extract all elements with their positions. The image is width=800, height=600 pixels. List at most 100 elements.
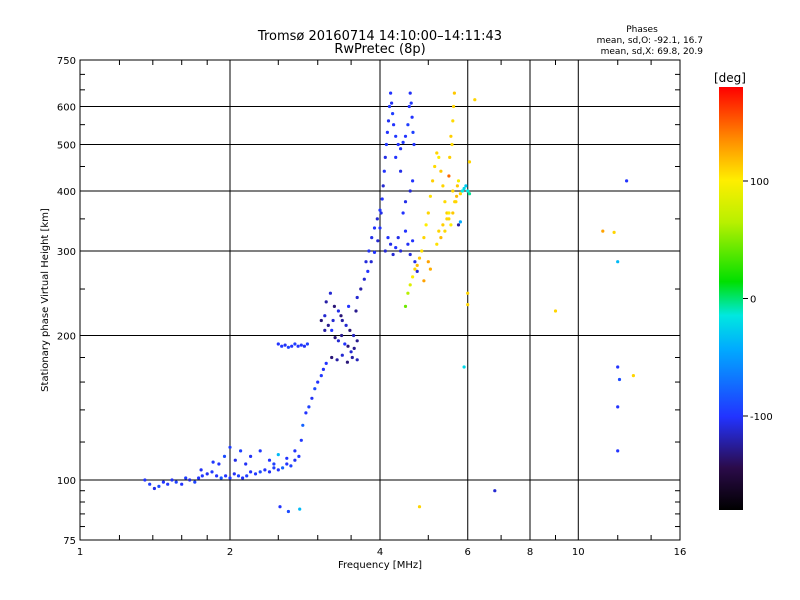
data-point <box>378 226 382 230</box>
data-point <box>394 155 398 159</box>
data-point <box>336 309 340 313</box>
data-point <box>437 155 441 159</box>
data-point <box>293 342 297 346</box>
data-point <box>428 194 432 198</box>
data-point <box>272 466 276 470</box>
data-point <box>449 134 453 138</box>
data-point <box>384 142 388 147</box>
y-tick-label: 600 <box>57 103 76 114</box>
data-point <box>417 256 422 260</box>
data-point <box>441 184 445 188</box>
data-point <box>355 339 359 343</box>
data-point <box>456 179 461 183</box>
data-point <box>406 242 410 246</box>
data-point <box>403 134 408 138</box>
data-point <box>392 123 396 127</box>
data-point <box>466 303 470 307</box>
data-point <box>452 104 456 109</box>
data-point <box>281 466 285 470</box>
y-tick-label: 400 <box>57 187 76 198</box>
data-point <box>217 462 221 466</box>
data-point <box>343 342 347 346</box>
data-point <box>394 246 398 250</box>
data-point <box>417 505 422 509</box>
data-point <box>267 458 272 462</box>
y-tick-label: 200 <box>57 332 76 343</box>
data-point <box>310 396 314 400</box>
data-point <box>298 507 302 511</box>
data-point <box>267 470 272 474</box>
data-point <box>403 304 408 308</box>
data-point <box>258 470 262 474</box>
x-axis-label: Frequency [MHz] <box>338 560 422 571</box>
data-point <box>244 462 248 466</box>
data-point <box>283 343 287 347</box>
data-point <box>302 344 306 348</box>
data-point <box>210 470 214 474</box>
grid-lines <box>80 60 680 540</box>
data-point <box>330 328 334 332</box>
data-point <box>431 179 435 183</box>
data-point <box>333 336 337 340</box>
data-point <box>352 333 356 338</box>
data-point <box>340 353 344 357</box>
colorbar-ticks: 100 0 -100 <box>743 177 773 423</box>
colorbar-tick-label: 100 <box>750 177 769 188</box>
data-point <box>379 211 383 215</box>
data-point <box>152 486 156 491</box>
y-axis-label: Stationary phase Virtual Height [km] <box>40 208 51 392</box>
data-point <box>411 275 415 279</box>
colorbar-gradient <box>719 87 743 510</box>
data-point <box>293 449 297 453</box>
data-point <box>455 194 459 198</box>
data-point <box>443 200 447 204</box>
data-point <box>422 279 426 283</box>
data-point <box>415 263 419 267</box>
data-point <box>493 489 497 493</box>
data-point <box>625 179 629 183</box>
data-point <box>161 480 165 484</box>
data-point <box>458 220 462 224</box>
data-point <box>369 260 373 264</box>
data-point <box>389 91 393 95</box>
colorbar-tick-label: 0 <box>750 295 756 306</box>
data-point <box>349 350 353 354</box>
data-point <box>355 358 359 362</box>
data-point <box>286 345 290 349</box>
data-point <box>391 112 395 116</box>
data-point <box>435 242 439 246</box>
data-point <box>378 208 382 212</box>
data-point <box>346 344 350 348</box>
data-point <box>466 189 470 193</box>
data-points <box>143 91 636 514</box>
data-point <box>276 453 280 457</box>
data-point <box>339 314 343 318</box>
data-point <box>387 104 392 109</box>
chart-title-line2: RwPretec (8p) <box>334 42 425 57</box>
data-point <box>319 374 323 378</box>
data-point <box>381 184 385 188</box>
data-point <box>399 249 403 253</box>
data-point <box>409 101 413 105</box>
y-tick-label: 500 <box>57 141 76 152</box>
data-point <box>466 291 470 295</box>
data-point <box>383 249 387 253</box>
data-point <box>451 211 455 215</box>
data-point <box>215 474 219 478</box>
data-point <box>321 367 325 371</box>
data-point <box>399 169 403 173</box>
data-point <box>188 478 192 482</box>
minor-ticks <box>80 60 680 540</box>
colorbar-unit-label: [deg] <box>714 71 746 85</box>
data-point <box>249 454 253 458</box>
data-point <box>407 104 411 109</box>
data-point <box>410 115 414 119</box>
data-point <box>143 478 147 482</box>
data-point <box>324 361 328 365</box>
data-point <box>290 344 294 348</box>
data-point <box>408 189 412 193</box>
data-point <box>458 192 462 196</box>
plot-area: 1 2 4 6 8 10 16 75 100 200 300 400 500 600 750 <box>57 56 686 558</box>
phases-mean-x: mean, sd,X: 69.8, 20.9 <box>601 47 704 57</box>
y-tick-labels: 75 100 200 300 400 500 600 750 <box>57 56 76 547</box>
